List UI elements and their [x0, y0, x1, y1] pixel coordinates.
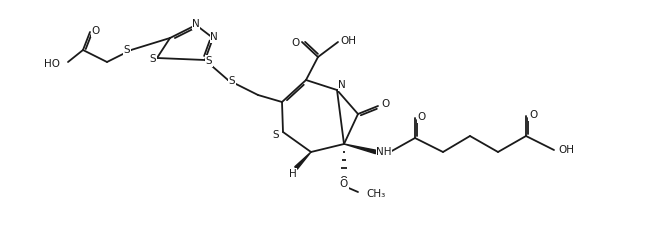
Text: O: O: [291, 38, 299, 48]
Polygon shape: [295, 152, 311, 169]
Text: S: S: [150, 54, 156, 64]
Text: S: S: [273, 130, 279, 140]
Text: S: S: [124, 45, 131, 55]
Text: OH: OH: [558, 145, 574, 155]
Text: H: H: [289, 169, 297, 179]
Text: O: O: [381, 99, 389, 109]
Text: NH: NH: [377, 147, 392, 157]
Text: N: N: [210, 32, 218, 42]
Text: N: N: [338, 80, 346, 90]
Text: OH: OH: [340, 36, 356, 46]
Text: O: O: [92, 26, 100, 36]
Text: O: O: [340, 179, 348, 189]
Text: O: O: [529, 110, 537, 120]
Text: N: N: [192, 19, 200, 29]
Text: O: O: [418, 112, 426, 122]
Text: O: O: [340, 176, 348, 186]
Text: HO: HO: [44, 59, 60, 69]
Text: CH₃: CH₃: [366, 189, 385, 199]
Text: S: S: [229, 76, 236, 86]
Text: S: S: [206, 56, 213, 66]
Polygon shape: [344, 144, 377, 154]
